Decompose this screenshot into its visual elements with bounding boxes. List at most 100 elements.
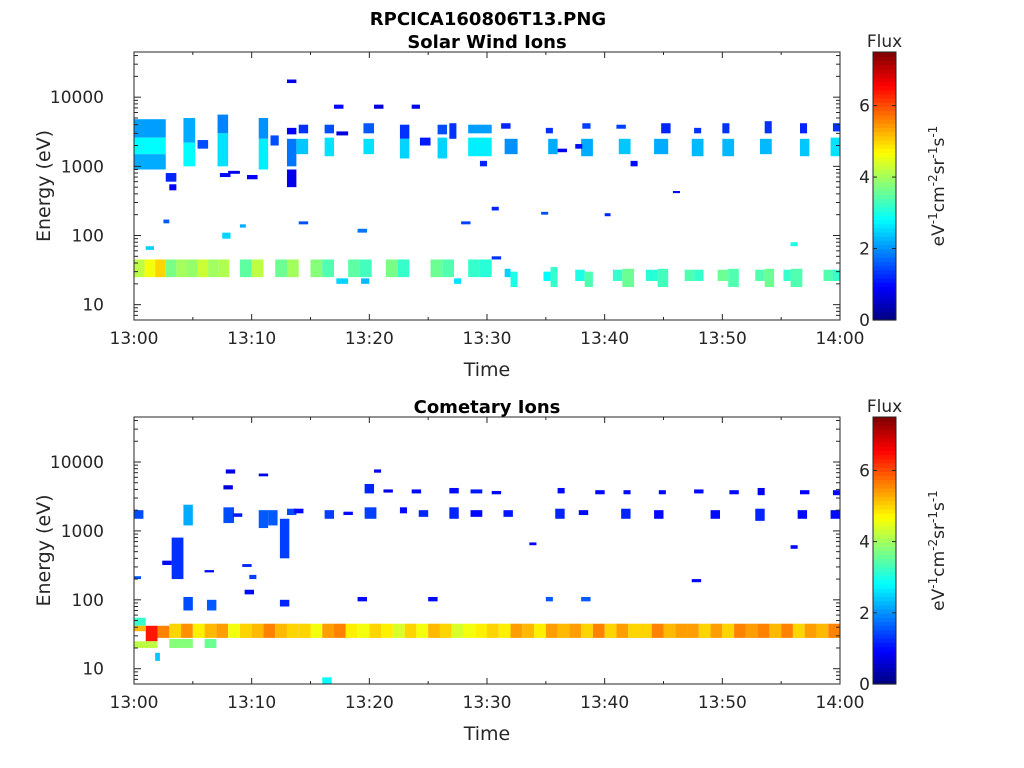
colorbar-segment xyxy=(873,467,896,472)
colorbar-segment xyxy=(873,127,896,133)
colorbar-segment xyxy=(873,236,896,242)
heatmap-cell xyxy=(364,507,377,519)
heatmap-cell xyxy=(755,508,765,521)
heatmap-cell xyxy=(487,623,499,638)
colorbar-segment xyxy=(873,517,896,522)
colorbar-title: Flux xyxy=(867,32,902,52)
colorbar-segment xyxy=(873,93,896,99)
colorbar-segment xyxy=(873,533,896,539)
heatmap-cell xyxy=(374,104,384,109)
heatmap-cell xyxy=(145,625,158,642)
heatmap-cell xyxy=(461,221,471,225)
heatmap-cell xyxy=(324,137,335,157)
heatmap-cell xyxy=(223,507,235,524)
heatmap-cell xyxy=(225,469,236,474)
heatmap-cell xyxy=(616,124,626,129)
heatmap-cell xyxy=(204,570,215,573)
heatmap-cell xyxy=(755,269,765,281)
colorbar-segment xyxy=(873,425,896,431)
colorbar-segment xyxy=(873,596,896,602)
heatmap-cell xyxy=(790,268,803,288)
heatmap-cell xyxy=(239,623,252,638)
colorbar-segment xyxy=(873,479,896,485)
heatmap-cell xyxy=(759,138,772,155)
heatmap-cell xyxy=(134,259,145,278)
x-tick-label: 13:10 xyxy=(227,693,276,713)
unit-symbol: s xyxy=(929,138,949,147)
colorbar-segment xyxy=(873,675,896,681)
colorbar-segment xyxy=(873,633,896,639)
colorbar-segment xyxy=(873,437,896,443)
colorbar-segment xyxy=(873,152,896,158)
heatmap-cell xyxy=(218,259,230,278)
heatmap-cell xyxy=(545,623,558,638)
heatmap-cell xyxy=(155,259,166,278)
colorbar-segment xyxy=(873,500,896,506)
heatmap-cell xyxy=(374,469,382,473)
heatmap-cell xyxy=(592,623,605,638)
heatmap-cell xyxy=(658,490,666,495)
x-tick-label: 13:40 xyxy=(580,693,629,713)
heatmap-cell xyxy=(223,485,233,490)
x-tick-label: 13:00 xyxy=(110,693,159,713)
colorbar-segment xyxy=(873,454,896,460)
heatmap-cell xyxy=(694,489,704,494)
colorbar-segment xyxy=(873,165,896,170)
colorbar-segment xyxy=(873,638,896,643)
unit-symbol: eV xyxy=(929,224,949,246)
colorbar-segment xyxy=(873,525,896,531)
heatmap-cell xyxy=(684,269,695,281)
colorbar-tick-label: 0 xyxy=(859,675,870,695)
x-tick-label: 13:50 xyxy=(698,329,747,349)
heatmap-cell xyxy=(698,623,711,638)
heatmap-cell xyxy=(322,677,332,684)
heatmap-cell xyxy=(582,123,591,129)
colorbar-segment xyxy=(873,446,896,451)
heatmap-cell xyxy=(144,259,156,278)
heatmap-cell xyxy=(804,623,817,638)
heatmap-cell xyxy=(411,104,420,109)
colorbar-segment xyxy=(873,542,896,547)
colorbar-frame xyxy=(872,51,897,321)
heatmap-cell xyxy=(555,508,565,519)
colorbar-segment xyxy=(873,206,896,212)
colorbar-tick-label: 6 xyxy=(859,97,870,117)
heatmap-cell xyxy=(823,269,833,281)
colorbar-segment xyxy=(873,202,896,208)
heatmap-cell xyxy=(279,599,290,607)
heatmap-cell xyxy=(595,490,605,495)
colorbar-segment xyxy=(873,278,896,283)
y-tick-label: 100 xyxy=(72,591,104,611)
heatmap-cell xyxy=(334,623,346,638)
heatmap-cell xyxy=(534,623,546,638)
heatmap-cell xyxy=(216,623,229,638)
colorbar-segment xyxy=(873,148,896,154)
heatmap-cell xyxy=(623,490,631,495)
colorbar-segment xyxy=(873,232,896,237)
heatmap-cell xyxy=(392,623,405,638)
colorbar-frame xyxy=(872,416,897,685)
heatmap-cell xyxy=(134,617,146,626)
colorbar-segment xyxy=(873,450,896,456)
heatmap-cell xyxy=(155,652,160,661)
colorbar-segment xyxy=(873,190,896,195)
y-axis-label: Energy (eV) xyxy=(33,494,55,606)
heatmap-cell xyxy=(275,259,287,278)
heatmap-cell xyxy=(310,259,323,278)
colorbar-segment xyxy=(873,483,896,489)
heatmap-cell xyxy=(134,510,144,519)
heatmap-cell xyxy=(654,510,664,519)
y-tick-label: 10 xyxy=(82,660,104,680)
heatmap-cell xyxy=(298,623,311,638)
colorbar-segment xyxy=(873,554,896,560)
heatmap-cell xyxy=(399,507,407,514)
unit-symbol: s xyxy=(929,502,949,511)
colorbar-segment xyxy=(873,119,896,124)
heatmap-cell xyxy=(183,504,193,526)
heatmap-cell xyxy=(134,137,166,155)
x-tick-label: 13:30 xyxy=(463,693,512,713)
colorbar-tick-label: 2 xyxy=(859,604,870,624)
colorbar-segment xyxy=(873,303,896,309)
